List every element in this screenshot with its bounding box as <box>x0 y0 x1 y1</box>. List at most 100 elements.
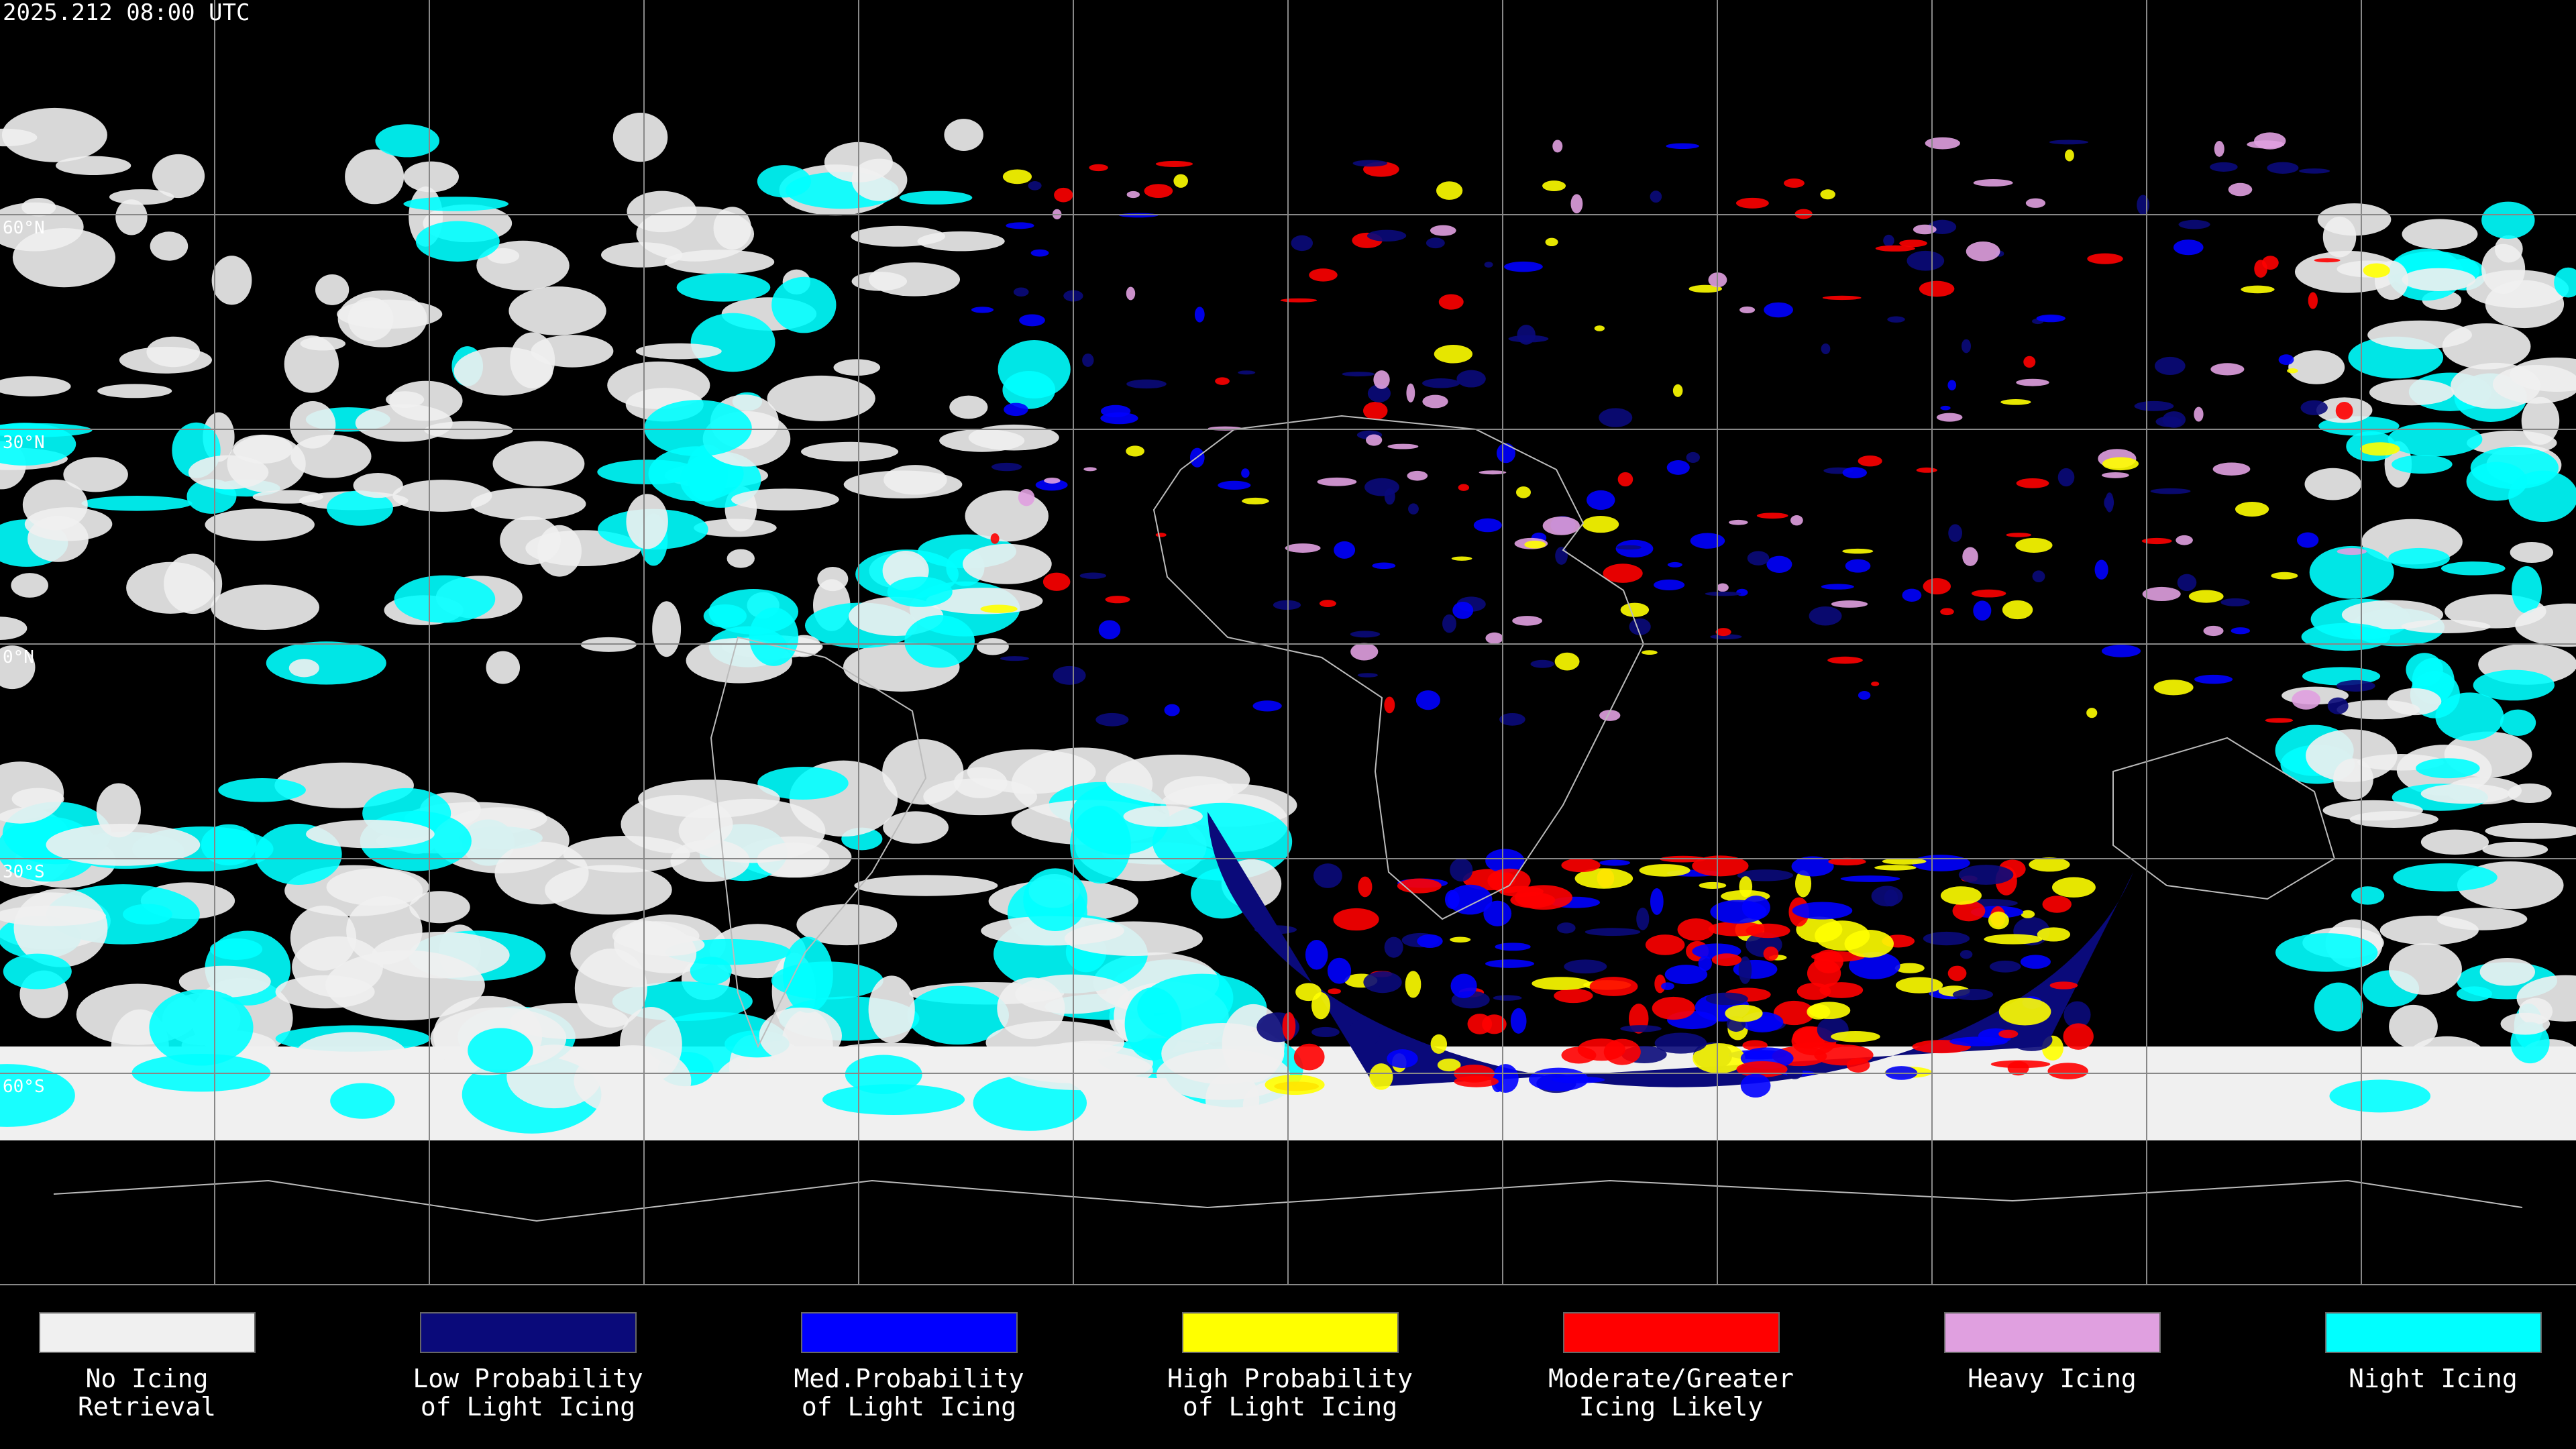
cloud-patch <box>1940 405 1951 411</box>
cloud-patch <box>1554 988 1593 1004</box>
cloud-patch <box>2265 718 2294 723</box>
cloud-patch <box>2063 1023 2094 1050</box>
cloud-patch <box>1450 936 1471 943</box>
cloud-patch <box>2473 669 2555 701</box>
cloud-patch <box>1666 143 1699 150</box>
cloud-patch <box>1988 911 2009 930</box>
cloud-patch <box>2094 559 2108 580</box>
legend-label: Med.Probability <box>794 1364 1024 1393</box>
cloud-patch <box>1524 540 1546 549</box>
cloud-patch <box>1585 928 1641 936</box>
cloud-patch <box>1291 235 1313 252</box>
legend-label: of Light Icing <box>802 1392 1016 1421</box>
cloud-patch <box>771 276 837 333</box>
cloud-patch <box>1705 992 1748 1006</box>
cloud-patch <box>612 113 668 162</box>
cloud-patch <box>1280 298 1318 303</box>
cloud-patch <box>1962 547 1978 566</box>
cloud-patch <box>965 490 1049 542</box>
cloud-patch <box>2173 239 2204 256</box>
cloud-patch <box>1215 377 1230 385</box>
cloud-patch <box>1796 983 1831 1000</box>
cloud-patch <box>1919 280 1955 297</box>
cloud-patch <box>2369 379 2455 406</box>
cloud-patch <box>2047 1063 2088 1079</box>
cloud-patch <box>2288 350 2345 384</box>
legend-label: Heavy Icing <box>1968 1364 2137 1393</box>
cloud-patch <box>2512 566 2542 614</box>
latitude-label: 60°N <box>3 218 45 238</box>
cloud-patch <box>1282 1012 1296 1040</box>
legend-swatch <box>1563 1312 1780 1353</box>
cloud-patch <box>2508 783 2552 804</box>
cloud-patch <box>1265 1075 1325 1095</box>
cloud-patch <box>1984 934 2043 945</box>
cloud-patch <box>1123 806 1203 827</box>
cloud-patch <box>2379 915 2479 945</box>
legend-label: Retrieval <box>78 1392 216 1421</box>
cloud-patch <box>375 124 440 158</box>
cloud-patch <box>1599 859 1631 866</box>
cloud-patch <box>1019 314 1045 327</box>
cloud-patch <box>2483 1077 2526 1111</box>
cloud-patch <box>1790 515 1803 526</box>
cloud-patch <box>1372 562 1396 570</box>
cloud-patch <box>1436 181 1463 200</box>
cloud-patch <box>2336 680 2375 692</box>
cloud-patch <box>1845 559 1871 573</box>
cloud-patch <box>415 221 500 262</box>
cloud-patch <box>2333 758 2373 800</box>
cloud-patch <box>1728 519 1748 525</box>
cloud-patch <box>757 165 812 198</box>
cloud-patch <box>2359 442 2400 456</box>
cloud-patch <box>1155 160 1193 167</box>
cloud-patch <box>2188 590 2224 603</box>
cloud-patch <box>1636 908 1650 930</box>
cloud-patch <box>2301 623 2391 651</box>
cloud-patch <box>1961 339 1972 354</box>
cloud-patch <box>2515 603 2576 647</box>
cloud-patch <box>1842 548 1874 554</box>
cloud-patch <box>2104 495 2114 510</box>
cloud-patch <box>1899 239 1927 248</box>
cloud-patch <box>1422 378 1460 388</box>
cloud-patch <box>1456 370 1486 388</box>
cloud-patch <box>1485 849 1525 873</box>
cloud-patch <box>1693 1043 1746 1074</box>
cloud-patch <box>1650 191 1662 203</box>
cloud-patch <box>2102 457 2139 471</box>
cloud-patch <box>2231 627 2251 635</box>
cloud-patch <box>1666 460 1690 475</box>
cloud-patch <box>1369 1063 1393 1090</box>
cloud-patch <box>2416 758 2480 779</box>
cloud-patch <box>767 375 875 421</box>
cloud-patch <box>386 391 425 408</box>
latitude-label: 0°N <box>3 647 34 667</box>
cloud-patch <box>1317 477 1357 486</box>
cloud-patch <box>990 533 1000 544</box>
cloud-patch <box>56 156 131 175</box>
cloud-patch <box>2063 1001 2091 1028</box>
legend-label: of Light Icing <box>1183 1392 1397 1421</box>
cloud-patch <box>2440 561 2506 576</box>
cloud-patch <box>1357 673 1378 678</box>
legend-swatch <box>801 1312 1018 1353</box>
cloud-patch <box>1699 881 1727 889</box>
cloud-patch <box>2228 182 2253 197</box>
cloud-patch <box>290 905 357 971</box>
cloud-patch <box>1510 892 1556 908</box>
cloud-patch <box>1764 302 1794 318</box>
cloud-patch <box>868 975 915 1043</box>
cloud-patch <box>150 231 189 261</box>
cloud-patch <box>1960 950 1973 959</box>
cloud-patch <box>2203 625 2224 637</box>
cloud-patch <box>1342 372 1375 377</box>
cloud-patch <box>1717 583 1729 592</box>
cloud-patch <box>1415 690 1440 710</box>
cloud-patch <box>394 575 496 623</box>
cloud-patch <box>1002 371 1056 409</box>
cloud-patch <box>1095 712 1129 727</box>
cloud-patch <box>1947 380 1957 390</box>
